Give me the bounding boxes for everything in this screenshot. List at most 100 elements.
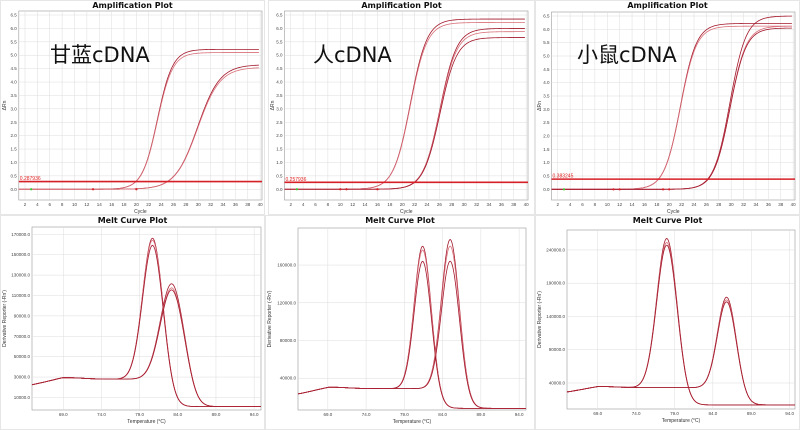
plot-area [297,227,527,411]
y-tick-label: 1.0 [543,160,550,165]
x-tick-label: 18 [387,202,393,207]
x-tick-label: 14 [97,202,103,207]
y-tick-label: 5.5 [276,39,283,44]
plot-area [18,10,263,201]
x-tick-label: 26 [437,202,443,207]
melt-curve-plot-1: Melt Curve Plot 69.0 74.0 79.0 84.0 89.0 94.0 1… [0,215,265,430]
x-tick-label: 79.0 [670,411,679,416]
x-tick-label: 30 [196,202,202,207]
baseline-start-marker [295,188,298,191]
x-tick-label: 2 [556,202,559,207]
baseline-start-marker [30,188,33,191]
threshold-value: 0.383245 [553,174,574,180]
y-tick-label: 90000.0 [549,347,566,352]
threshold-value: 0.287936 [20,176,41,182]
x-tick-label: 8 [594,202,597,207]
x-tick-label: 26 [704,202,710,207]
curves [566,238,795,406]
y-tick-label: 3.5 [276,93,283,98]
x-tick-label: 10 [605,202,611,207]
curves [284,18,525,190]
baseline-marker [91,188,95,191]
melt-curve-plot-2: Melt Curve Plot 69.0 74.0 79.0 84.0 89.0 94.0 4… [265,215,535,430]
x-tick-label: 28 [183,202,189,207]
x-tick-label: 14 [363,202,369,207]
x-tick-label: 4 [569,202,572,207]
x-tick-label: 18 [121,202,127,207]
x-tick-label: 20 [667,202,673,207]
x-tick-label: 12 [350,202,356,207]
x-tick-label: 28 [716,202,722,207]
x-tick-label: 4 [36,202,39,207]
x-axis-label: Cycle [400,209,413,215]
x-tick-label: 18 [654,202,660,207]
x-tick-label: 38 [511,202,517,207]
x-tick-label: 79.0 [135,412,144,417]
y-tick-label: 3.5 [543,94,550,99]
x-tick-label: 20 [134,202,140,207]
y-axis-label: Derivative Reporter (-Rn') [2,290,8,347]
melt-curve-peak-2 [31,289,261,408]
x-tick-label: 2 [24,202,27,207]
y-tick-label: 5.0 [543,54,550,59]
y-tick-label: 0.0 [543,187,550,192]
baseline-marker [376,188,379,191]
x-tick-label: 40 [791,202,797,207]
y-tick-label: 90000.0 [14,313,31,318]
y-axis-label: ΔRn [537,101,543,111]
y-tick-label: 1.0 [11,160,18,165]
plot-area [566,229,796,410]
y-tick-label: 2.5 [11,120,18,125]
y-tick-label: 160000.0 [277,263,296,268]
baseline-marker [661,188,665,191]
sample-label: 甘蓝cDNA [50,43,150,67]
melt-curve-peak-2 [297,260,526,409]
x-tick-label: 16 [642,202,648,207]
y-tick-label: 3.0 [276,106,283,111]
x-tick-label: 6 [48,202,51,207]
x-tick-label: 74.0 [362,412,371,417]
x-tick-label: 74.0 [97,412,106,417]
amplification-curve-group-2 [18,67,259,190]
y-tick-label: 190000.0 [546,281,565,286]
y-tick-label: 2.5 [276,120,283,125]
baseline-marker [618,188,621,191]
curves [297,239,526,409]
x-tick-label: 74.0 [632,411,641,416]
y-tick-label: 40000.0 [549,380,566,385]
chart-title: Amplification Plot [627,1,707,10]
y-tick-label: 0.5 [11,173,18,178]
x-tick-label: 84.0 [708,411,717,416]
y-tick-label: 10000.0 [14,395,31,400]
y-tick-label: 30000.0 [14,375,31,380]
melt-curve-plot-3: Melt Curve Plot 69.0 74.0 79.0 84.0 89.0 94.0 4… [535,215,800,430]
x-axis-label: Temperature (°C) [662,418,701,424]
y-tick-label: 6.5 [276,13,283,18]
chart-title: Amplification Plot [92,1,172,10]
x-axis-label: Temperature (°C) [393,419,432,425]
x-tick-label: 10 [338,202,344,207]
x-tick-label: 40 [258,202,264,207]
x-tick-label: 94.0 [250,412,259,417]
y-tick-label: 240000.0 [546,247,565,252]
x-tick-label: 36 [499,202,505,207]
chart-title: Melt Curve Plot [633,216,703,225]
y-tick-label: 3.5 [11,93,18,98]
x-tick-label: 32 [208,202,214,207]
baseline-marker [345,188,348,191]
curves [551,15,792,190]
y-tick-label: 110000.0 [12,293,31,298]
x-axis-label: Cycle [134,209,147,215]
melt-curve-peak-2 [566,301,795,406]
x-tick-label: 10 [72,202,78,207]
y-tick-label: 150000.0 [11,252,30,257]
baseline-marker [668,188,671,191]
curves [18,48,259,190]
y-tick-label: 40000.0 [280,376,297,381]
x-tick-label: 69.0 [323,412,332,417]
sample-label: 人cDNA [313,43,392,67]
x-tick-label: 32 [741,202,747,207]
y-tick-label: 0.0 [11,187,18,192]
x-tick-label: 79.0 [400,412,409,417]
